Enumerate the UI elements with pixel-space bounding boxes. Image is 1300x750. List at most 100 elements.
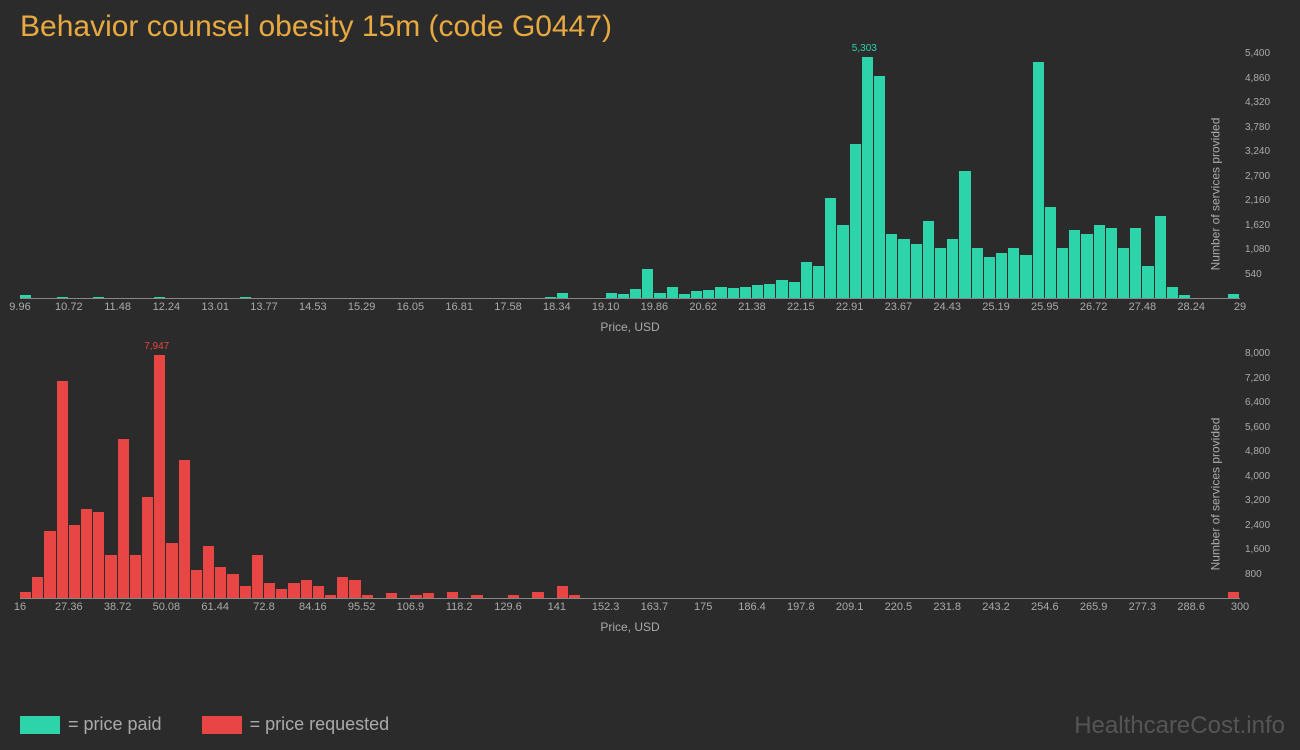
chart-price-requested: 7,947 1627.3638.7250.0861.4472.884.1695.… (20, 354, 1240, 634)
peak-label: 5,303 (852, 43, 877, 54)
chart1-x-ticks: 9.9610.7211.4812.2413.0113.7714.5315.291… (20, 301, 1240, 316)
histogram-bar (691, 291, 702, 298)
x-tick: 23.67 (885, 301, 913, 313)
x-tick: 231.8 (933, 601, 961, 613)
histogram-bar (191, 570, 202, 598)
histogram-bar (801, 262, 812, 298)
histogram-bar (776, 280, 787, 298)
histogram-bar (264, 583, 275, 598)
y-tick: 540 (1245, 269, 1262, 280)
histogram-bar (154, 297, 165, 298)
histogram-bar (20, 592, 31, 598)
x-tick: 254.6 (1031, 601, 1059, 613)
histogram-bar (569, 595, 580, 598)
histogram-bar (508, 595, 519, 598)
x-tick: 27.36 (55, 601, 83, 613)
chart2-bars: 7,947 (20, 354, 1240, 599)
histogram-bar (1094, 225, 1105, 298)
x-tick: 141 (548, 601, 566, 613)
x-tick: 21.38 (738, 301, 766, 313)
legend-item-paid: = price paid (20, 714, 162, 735)
histogram-bar (215, 567, 226, 598)
histogram-bar (325, 595, 336, 598)
histogram-bar (1008, 248, 1019, 298)
histogram-bar (301, 580, 312, 598)
histogram-bar (288, 583, 299, 598)
x-tick: 118.2 (446, 601, 473, 613)
y-tick: 3,780 (1245, 122, 1270, 133)
y-tick: 4,860 (1245, 73, 1270, 84)
histogram-bar (850, 144, 861, 298)
legend: = price paid = price requested (20, 714, 389, 735)
x-tick: 29 (1234, 301, 1246, 313)
x-tick: 300 (1231, 601, 1249, 613)
histogram-bar (1020, 255, 1031, 298)
histogram-bar (740, 287, 751, 298)
histogram-bar (1228, 592, 1239, 598)
histogram-bar (32, 577, 43, 598)
histogram-bar (1057, 248, 1068, 298)
x-tick: 24.43 (933, 301, 961, 313)
x-tick: 38.72 (104, 601, 132, 613)
histogram-bar (154, 355, 165, 598)
x-tick: 84.16 (299, 601, 327, 613)
histogram-bar (667, 287, 678, 298)
histogram-bar (715, 287, 726, 298)
histogram-bar (728, 288, 739, 298)
x-tick: 50.08 (153, 601, 181, 613)
histogram-bar (703, 290, 714, 298)
x-tick: 18.34 (543, 301, 571, 313)
x-tick: 220.5 (885, 601, 913, 613)
histogram-bar (996, 253, 1007, 298)
x-tick: 11.48 (104, 301, 131, 313)
histogram-bar (923, 221, 934, 298)
y-tick: 4,320 (1245, 97, 1270, 108)
histogram-bar (813, 266, 824, 298)
histogram-bar (642, 269, 653, 298)
x-tick: 209.1 (836, 601, 864, 613)
histogram-bar (57, 381, 68, 598)
x-tick: 288.6 (1177, 601, 1205, 613)
x-tick: 17.58 (494, 301, 522, 313)
y-tick: 1,600 (1245, 544, 1270, 555)
legend-label-paid: = price paid (68, 714, 162, 735)
histogram-bar (532, 592, 543, 598)
histogram-bar (20, 295, 31, 298)
y-tick: 5,400 (1245, 48, 1270, 59)
chart-price-paid: 5,303 9.9610.7211.4812.2413.0113.7714.53… (20, 54, 1240, 334)
histogram-bar (386, 593, 397, 598)
x-tick: 16.05 (397, 301, 425, 313)
histogram-bar (1167, 287, 1178, 298)
x-tick: 20.62 (689, 301, 717, 313)
histogram-bar (618, 294, 629, 298)
y-tick: 2,160 (1245, 195, 1270, 206)
chart2-x-label: Price, USD (600, 620, 659, 634)
x-tick: 19.86 (641, 301, 669, 313)
histogram-bar (1155, 216, 1166, 298)
histogram-bar (69, 525, 80, 599)
histogram-bar (837, 225, 848, 298)
histogram-bar (337, 577, 348, 598)
x-tick: 197.8 (787, 601, 815, 613)
histogram-bar (874, 76, 885, 298)
y-tick: 3,200 (1245, 495, 1270, 506)
histogram-bar (105, 555, 116, 598)
y-tick: 800 (1245, 569, 1262, 580)
histogram-bar (862, 57, 873, 298)
histogram-bar (984, 257, 995, 298)
histogram-bar (935, 248, 946, 298)
x-tick: 10.72 (55, 301, 83, 313)
histogram-bar (825, 198, 836, 298)
y-tick: 2,400 (1245, 520, 1270, 531)
histogram-bar (93, 512, 104, 598)
histogram-bar (1033, 62, 1044, 298)
x-tick: 22.91 (836, 301, 864, 313)
histogram-bar (410, 595, 421, 598)
histogram-bar (545, 297, 556, 298)
x-tick: 26.72 (1080, 301, 1108, 313)
page-title: Behavior counsel obesity 15m (code G0447… (0, 0, 1300, 54)
histogram-bar (654, 293, 665, 298)
y-tick: 4,000 (1245, 471, 1270, 482)
x-tick: 106.9 (397, 601, 425, 613)
histogram-bar (1179, 295, 1190, 298)
